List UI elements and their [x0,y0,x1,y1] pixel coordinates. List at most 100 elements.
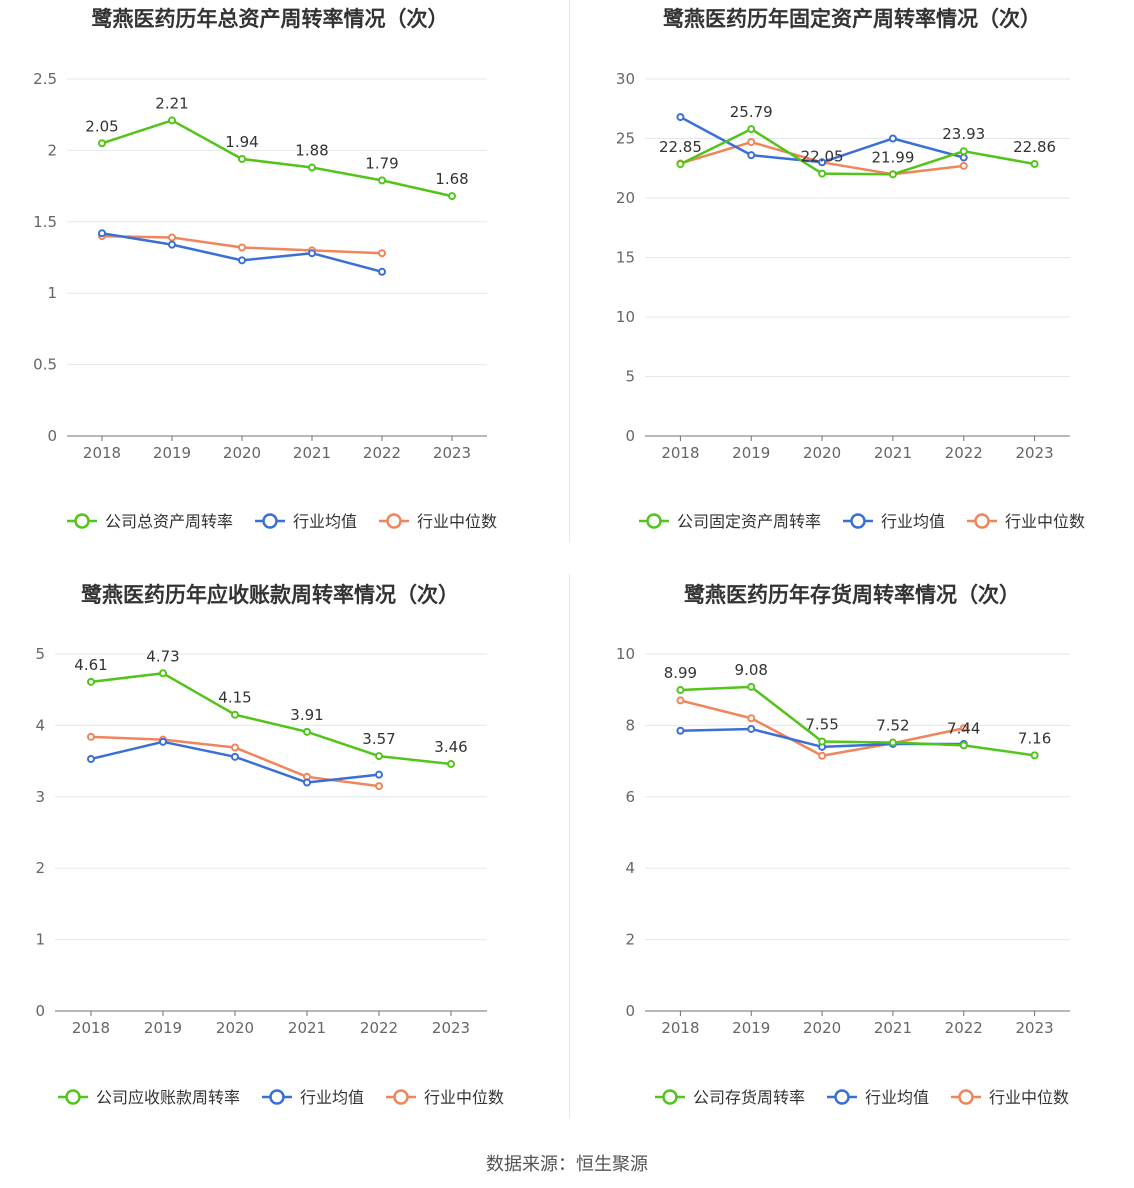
x-tick-label: 2019 [732,1019,770,1037]
x-tick-label: 2020 [216,1019,254,1037]
legend-label: 行业均值 [865,1088,929,1107]
legend-marker [974,513,990,529]
data-point-industry-avg [959,153,968,162]
legend-marker [850,513,866,529]
data-point-industry-median [168,233,176,242]
data-label: 3.57 [362,730,395,748]
legend-item-industry-avg: 行业均值 [827,1088,929,1107]
data-label: 2.21 [155,94,188,112]
y-tick-label: 0 [35,1002,45,1020]
legend-item-industry-avg: 行业均值 [843,512,945,531]
data-point-industry-avg [747,724,756,733]
chart-title: 鹭燕医药历年应收账款周转率情况（次） [81,583,459,607]
x-tick-label: 2022 [363,444,401,462]
data-point-company [378,176,386,185]
y-tick-label: 0 [625,427,635,445]
data-point-industry-avg [231,752,239,761]
y-tick-label: 25 [616,130,635,148]
x-tick-label: 2019 [732,444,770,462]
data-point-company [959,741,968,750]
data-point-industry-avg [747,151,756,160]
data-label: 23.93 [942,125,985,143]
data-point-company [238,154,246,163]
data-label: 4.61 [74,656,107,674]
data-label: 4.15 [218,689,251,707]
data-point-industry-median [87,732,95,741]
data-label: 7.55 [805,715,838,733]
x-tick-label: 2021 [874,1019,912,1037]
data-point-company [303,727,311,736]
data-point-industry-median [378,249,386,258]
legend-item-industry-median: 行业中位数 [967,512,1085,531]
data-point-industry-median [959,724,968,733]
y-tick-label: 3 [35,788,45,806]
data-point-company [676,160,685,169]
data-point-company [1030,159,1039,168]
series-line-company [101,119,453,198]
panel-divider-top [569,0,570,542]
y-tick-label: 2 [35,859,45,877]
y-tick-label: 0 [47,427,57,445]
data-point-industry-median [747,714,756,723]
data-point-company [98,139,106,148]
y-tick-label: 1.5 [33,213,57,231]
x-tick-label: 2021 [874,444,912,462]
data-point-company [308,163,316,172]
y-tick-label: 8 [625,716,635,734]
x-tick-label: 2021 [288,1019,326,1037]
x-tick-label: 2023 [1015,1019,1053,1037]
x-tick-label: 2018 [83,444,121,462]
legend-marker [834,1089,850,1105]
data-label: 3.46 [434,738,467,756]
data-point-industry-median [959,161,968,170]
data-point-industry-avg [676,726,685,735]
data-point-company [888,738,897,747]
data-point-industry-avg [378,267,386,276]
data-label: 7.44 [947,719,980,737]
x-tick-label: 2019 [144,1019,182,1037]
x-tick-label: 2020 [803,444,841,462]
legend-marker [958,1089,974,1105]
data-point-company [1030,751,1039,760]
x-tick-label: 2022 [360,1019,398,1037]
legend-label: 行业均值 [293,512,357,531]
y-tick-label: 10 [616,308,635,326]
legend-marker [74,513,90,529]
legend-label: 行业中位数 [1005,512,1085,531]
y-tick-label: 1 [47,284,57,302]
data-point-company [159,669,167,678]
legend-item-industry-median: 行业中位数 [379,512,497,531]
legend-item-company: 公司应收账款周转率 [58,1088,240,1107]
y-tick-label: 2 [47,141,57,159]
data-point-industry-median [375,782,383,791]
data-point-industry-avg [98,229,106,238]
legend-item-company: 公司存货周转率 [655,1088,805,1107]
x-tick-label: 2019 [153,444,191,462]
y-tick-label: 15 [616,249,635,267]
chart-panel-receivables-turnover: 鹭燕医药历年应收账款周转率情况（次） 0 1 2 3 4 5 2018 2019 2020 2021… [0,576,567,1136]
data-point-industry-median [818,751,827,760]
legend-label: 行业中位数 [989,1088,1069,1107]
data-point-company [448,192,456,201]
data-point-industry-avg [888,134,897,143]
data-label: 3.91 [290,706,323,724]
data-point-company [231,710,239,719]
legend-marker [386,513,402,529]
data-label: 7.52 [876,717,909,735]
y-tick-label: 0 [625,1002,635,1020]
legend-item-industry-avg: 行业均值 [262,1088,364,1107]
y-tick-label: 4 [35,716,45,734]
x-tick-label: 2018 [72,1019,110,1037]
data-point-industry-avg [238,256,246,265]
y-tick-label: 5 [35,645,45,663]
x-tick-label: 2021 [293,444,331,462]
legend-label: 公司存货周转率 [693,1088,805,1107]
x-tick-label: 2023 [433,444,471,462]
y-tick-label: 6 [625,788,635,806]
legend-label: 行业均值 [300,1088,364,1107]
legend-label: 公司应收账款周转率 [96,1088,240,1107]
data-label: 8.99 [664,664,697,682]
data-source-footer: 数据来源：恒生聚源 [486,1154,648,1175]
legend-item-industry-median: 行业中位数 [386,1088,504,1107]
data-point-industry-avg [375,770,383,779]
